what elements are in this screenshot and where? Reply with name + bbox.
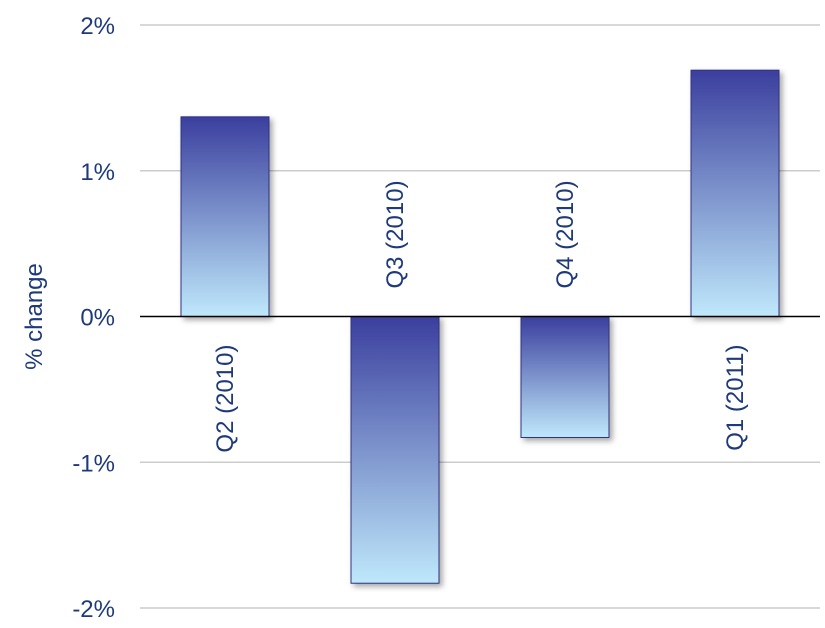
bar <box>520 316 610 438</box>
y-tick-label: -1% <box>72 450 115 477</box>
bar <box>180 116 270 318</box>
y-axis-label: % change <box>21 263 48 370</box>
bar <box>350 316 440 584</box>
category-label: Q4 (2010) <box>552 180 579 288</box>
category-label: Q3 (2010) <box>382 180 409 288</box>
category-label: Q1 (2011) <box>722 345 749 451</box>
category-labels: Q2 (2010) Q3 (2010) Q4 (2010) Q1 (2011) <box>212 180 749 452</box>
y-tick-label: 1% <box>80 159 115 186</box>
bars <box>180 69 780 584</box>
bar <box>690 69 780 318</box>
y-tick-label: 0% <box>80 305 115 332</box>
y-tick-labels: 2% 1% 0% -1% -2% <box>72 13 115 623</box>
y-tick-label: -2% <box>72 596 115 623</box>
category-label: Q2 (2010) <box>212 345 239 453</box>
y-tick-label: 2% <box>80 13 115 40</box>
